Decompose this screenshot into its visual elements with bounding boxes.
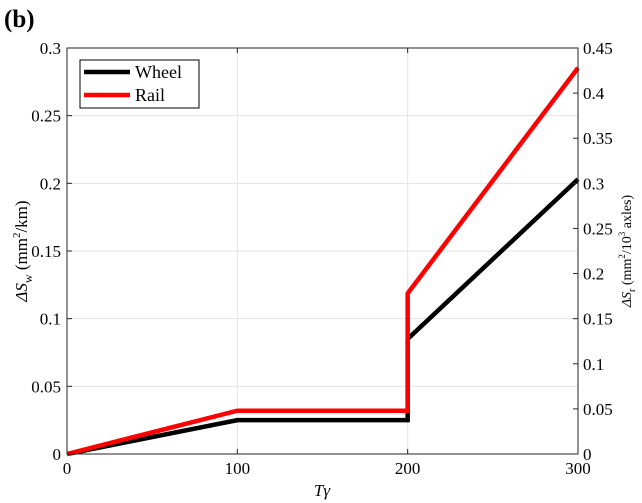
- y-left-tick-label: 0.3: [40, 39, 61, 58]
- y-right-tick-label: 0.1: [583, 355, 604, 374]
- y-left-main: ΔS: [12, 283, 31, 303]
- y-left-sub: w: [21, 274, 35, 283]
- legend-label-wheel: Wheel: [135, 62, 182, 82]
- y-right-tick-label: 0.15: [583, 310, 613, 329]
- y-right-units-mid: /10: [620, 236, 635, 254]
- y-left-units-sup: 2: [11, 233, 23, 239]
- y-axis-left-title: ΔSw (mm2/km): [11, 200, 35, 302]
- y-right-units-sup: 2: [617, 254, 627, 259]
- x-tick-label: 0: [63, 459, 72, 478]
- x-axis-title: Tγ: [314, 481, 331, 500]
- y-axis-right-title: ΔSr (mm2/103 axles): [617, 195, 638, 309]
- y-left-tick-label: 0.1: [40, 310, 61, 329]
- legend-label-rail: Rail: [135, 85, 165, 105]
- y-right-tick-label: 0.3: [583, 174, 604, 193]
- axis-ticks: 0 100 200 30000.050.10.150.20.250.300.050.1…: [31, 39, 613, 478]
- y-right-tick-label: 0.45: [583, 39, 613, 58]
- y-left-tick-label: 0.15: [31, 242, 61, 261]
- x-axis-title-text: Tγ: [314, 481, 331, 500]
- y-right-units-post: axles): [620, 195, 635, 232]
- y-right-units-pre: (mm: [620, 259, 635, 289]
- panel-label: (b): [4, 6, 35, 33]
- x-tick-label: 100: [225, 459, 251, 478]
- y-right-tick-label: 0.25: [583, 219, 613, 238]
- x-tick-label: 200: [395, 459, 421, 478]
- series-layer: [66, 66, 580, 457]
- y-right-sub: r: [627, 288, 638, 292]
- legend-box: [79, 59, 200, 109]
- y-right-tick-label: 0.05: [583, 400, 613, 419]
- y-right-tick-label: 0: [583, 445, 592, 464]
- y-right-units-sup2: 3: [617, 231, 627, 236]
- y-left-tick-label: 0.05: [31, 377, 61, 396]
- y-left-tick-label: 0: [53, 445, 62, 464]
- y-left-tick-label: 0.25: [31, 107, 61, 126]
- series-line-rail: [66, 66, 580, 457]
- x-tick-label: 300: [565, 459, 591, 478]
- y-right-main: ΔS: [620, 292, 635, 308]
- series-line-wheel: [66, 177, 580, 457]
- y-right-tick-label: 0.2: [583, 265, 604, 284]
- y-right-tick-label: 0.35: [583, 129, 613, 148]
- legend: Wheel Rail: [79, 59, 200, 109]
- y-left-units-pre: (mm: [12, 238, 31, 274]
- y-left-tick-label: 0.2: [40, 174, 61, 193]
- y-right-tick-label: 0.4: [583, 84, 605, 103]
- y-left-units-post: /km): [12, 200, 31, 232]
